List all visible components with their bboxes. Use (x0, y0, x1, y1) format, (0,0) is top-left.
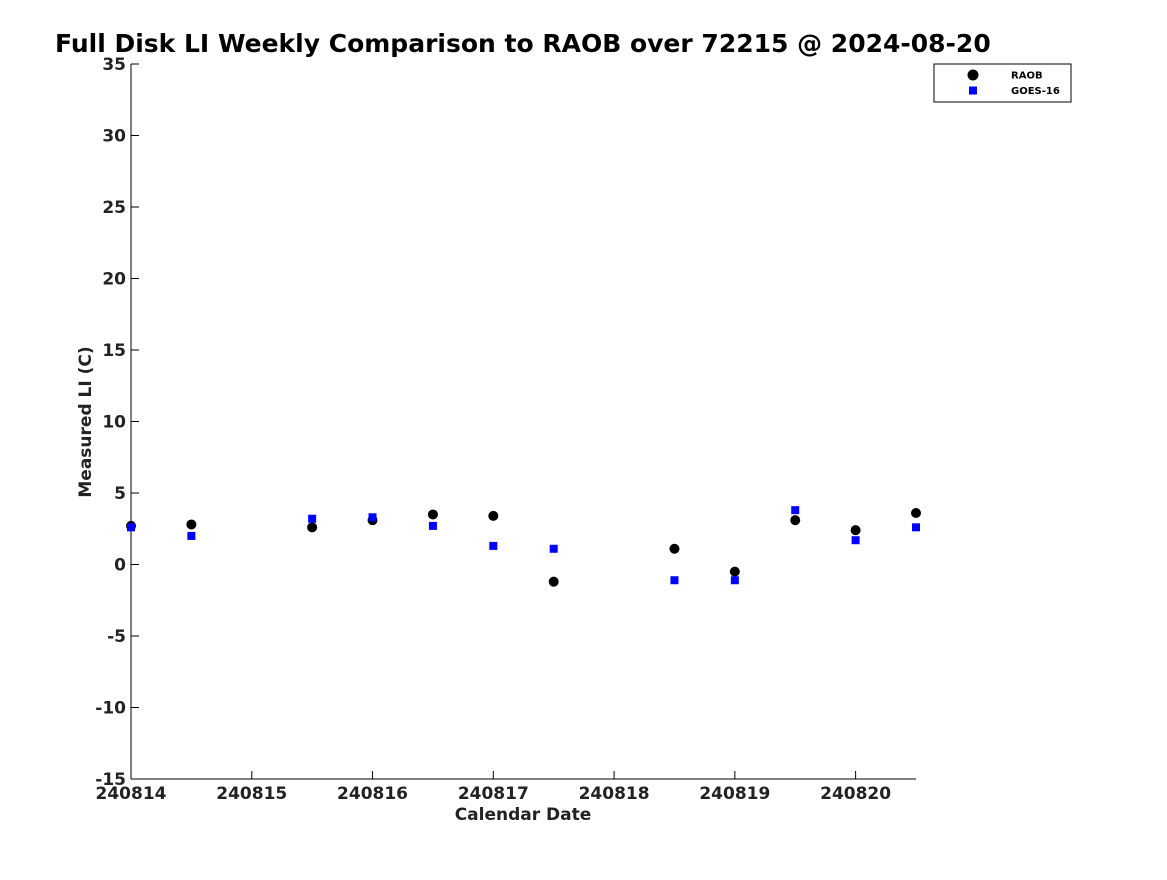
x-tick-label: 240820 (820, 784, 891, 804)
raob-point (790, 515, 801, 526)
y-axis-label: Measured LI (C) (76, 346, 96, 497)
raob-point (488, 510, 499, 521)
raob-point (669, 543, 680, 554)
y-tick-label: 35 (102, 55, 126, 75)
y-axis-ticks: -15 -10 -5 0 5 10 15 20 25 30 35 (95, 55, 139, 790)
x-tick-label: 240817 (458, 784, 529, 804)
legend-box (933, 63, 1072, 103)
goes16-point (851, 536, 860, 545)
x-tick-label: 240818 (579, 784, 650, 804)
y-tick-label: 15 (102, 341, 126, 361)
y-tick-label: 20 (102, 270, 126, 290)
goes16-point (489, 541, 498, 550)
y-tick-label: 25 (102, 198, 126, 218)
y-tick-label: 5 (114, 484, 126, 504)
goes16-point (791, 506, 800, 515)
x-tick-label: 240815 (216, 784, 287, 804)
y-tick-label: -10 (95, 699, 126, 719)
x-axis-label: Calendar Date (455, 805, 592, 825)
raob-point (850, 525, 861, 536)
goes16-point (368, 513, 377, 522)
goes16-point (912, 523, 920, 532)
x-axis-ticks: 240814 240815 240816 240817 240818 240819 2408… (96, 771, 891, 804)
x-tick-label: 240816 (337, 784, 408, 804)
raob-point (427, 509, 438, 520)
raob-point (548, 576, 559, 587)
goes16-point (670, 576, 679, 585)
y-tick-label: -15 (95, 770, 126, 790)
legend-raob-marker (967, 69, 979, 81)
goes16-point (428, 521, 437, 530)
y-tick-label: -5 (107, 627, 126, 647)
goes16-point (730, 576, 739, 585)
x-tick-label: 240819 (699, 784, 770, 804)
goes16-point (549, 544, 558, 553)
raob-point (911, 508, 921, 519)
legend: RAOB GOES-16 (933, 63, 1072, 103)
goes16-point (308, 514, 317, 523)
data-markers (126, 506, 921, 587)
chart-title: Full Disk LI Weekly Comparison to RAOB o… (55, 29, 991, 58)
legend-goes16-marker (969, 86, 977, 95)
legend-goes16-label: GOES-16 (1011, 86, 1060, 97)
raob-point (307, 522, 318, 533)
raob-point (729, 566, 740, 577)
raob-point (186, 519, 197, 530)
goes16-point (187, 531, 196, 540)
x-tick-label: 240814 (96, 784, 167, 804)
y-tick-label: 10 (102, 413, 126, 433)
y-tick-label: 30 (102, 127, 126, 147)
legend-raob-label: RAOB (1011, 71, 1043, 82)
goes16-point (127, 523, 135, 532)
y-tick-label: 0 (114, 556, 126, 576)
plot-area (130, 64, 916, 780)
